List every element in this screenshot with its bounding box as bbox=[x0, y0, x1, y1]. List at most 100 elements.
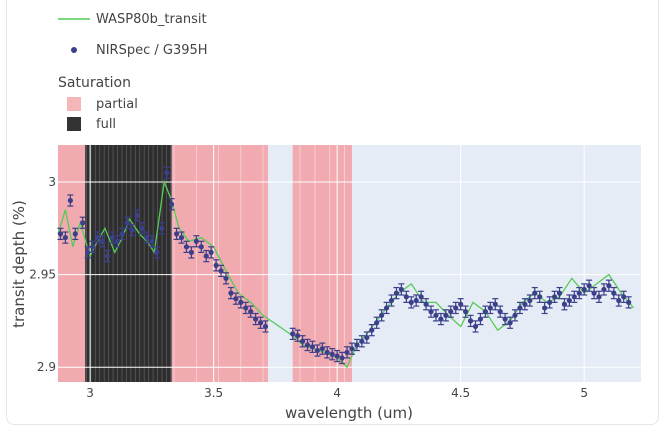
data-point bbox=[114, 235, 121, 248]
data-point bbox=[526, 294, 533, 307]
data-point bbox=[423, 298, 430, 311]
data-point bbox=[143, 231, 150, 244]
data-point bbox=[242, 301, 249, 315]
data-marker bbox=[492, 301, 498, 307]
data-point bbox=[72, 227, 79, 241]
legend-item-transit[interactable]: WASP80b_transit bbox=[96, 12, 207, 27]
data-marker bbox=[532, 290, 538, 296]
data-marker bbox=[134, 212, 140, 218]
data-point bbox=[462, 305, 469, 318]
data-marker bbox=[522, 301, 528, 307]
legend-item-partial[interactable]: partial bbox=[96, 97, 138, 112]
y-tick-label: 3 bbox=[48, 175, 56, 189]
data-point bbox=[84, 246, 91, 259]
data-marker bbox=[309, 344, 316, 350]
data-marker bbox=[571, 294, 577, 300]
data-point bbox=[561, 298, 568, 311]
data-point bbox=[99, 235, 106, 248]
data-point bbox=[418, 290, 425, 303]
x-axis-title: wavelength (um) bbox=[285, 404, 413, 422]
data-marker bbox=[596, 294, 602, 300]
data-marker bbox=[193, 238, 199, 244]
data-point bbox=[507, 316, 514, 329]
data-marker bbox=[418, 294, 424, 300]
data-point bbox=[368, 324, 375, 337]
data-marker bbox=[527, 297, 533, 304]
data-marker bbox=[99, 238, 106, 244]
data-marker bbox=[203, 253, 209, 259]
data-point bbox=[467, 314, 474, 328]
data-point bbox=[521, 298, 528, 311]
data-marker bbox=[586, 283, 592, 289]
data-point bbox=[163, 166, 170, 179]
data-marker bbox=[213, 262, 219, 268]
legend-partial-swatch bbox=[67, 97, 81, 111]
data-marker bbox=[601, 286, 607, 293]
data-point bbox=[222, 272, 229, 285]
data-point bbox=[213, 259, 220, 272]
data-marker bbox=[621, 294, 627, 300]
data-marker bbox=[611, 290, 617, 296]
data-marker bbox=[344, 349, 350, 355]
data-point bbox=[497, 305, 504, 318]
data-marker bbox=[472, 323, 479, 330]
data-point bbox=[183, 240, 190, 253]
gridlines bbox=[58, 145, 641, 382]
data-marker bbox=[388, 297, 395, 304]
data-point bbox=[615, 294, 622, 307]
data-point bbox=[442, 309, 449, 322]
data-point bbox=[551, 290, 558, 303]
data-point bbox=[378, 309, 385, 322]
data-point bbox=[262, 320, 269, 333]
data-point bbox=[247, 305, 254, 318]
data-marker bbox=[364, 334, 370, 341]
data-point bbox=[531, 286, 538, 300]
data-marker bbox=[443, 312, 449, 318]
data-point bbox=[586, 279, 593, 292]
data-marker bbox=[517, 305, 523, 311]
legend-item-nirspec[interactable]: NIRSpec / G395H bbox=[96, 43, 208, 58]
nirspec-marker-series bbox=[57, 166, 632, 365]
data-marker bbox=[339, 355, 345, 361]
x-tick-label: 3 bbox=[86, 386, 94, 400]
data-marker bbox=[537, 294, 543, 300]
legend-item-full[interactable]: full bbox=[96, 117, 117, 132]
data-point bbox=[482, 305, 489, 318]
data-point bbox=[447, 305, 454, 318]
data-point bbox=[324, 346, 331, 359]
data-point bbox=[294, 329, 301, 342]
data-point bbox=[428, 305, 435, 318]
data-marker bbox=[403, 294, 409, 300]
data-marker bbox=[188, 249, 194, 255]
data-point bbox=[512, 309, 519, 322]
data-marker bbox=[428, 309, 434, 315]
data-marker bbox=[433, 312, 439, 318]
data-marker bbox=[502, 316, 508, 322]
data-marker bbox=[173, 231, 180, 237]
data-marker bbox=[576, 290, 582, 296]
data-marker bbox=[218, 268, 224, 274]
data-point bbox=[319, 342, 326, 355]
data-point bbox=[104, 249, 111, 263]
data-point bbox=[492, 298, 499, 311]
data-point bbox=[363, 331, 370, 344]
data-point bbox=[452, 301, 459, 315]
data-marker bbox=[546, 299, 553, 305]
data-marker bbox=[164, 170, 170, 176]
data-point bbox=[353, 338, 360, 352]
data-marker bbox=[379, 312, 385, 318]
data-point bbox=[232, 292, 239, 305]
data-marker bbox=[304, 342, 311, 348]
data-marker bbox=[208, 249, 214, 255]
data-point bbox=[158, 222, 165, 235]
data-point bbox=[252, 312, 259, 326]
data-point bbox=[289, 327, 296, 341]
data-marker bbox=[129, 227, 135, 233]
data-marker bbox=[198, 244, 204, 250]
x-tick-label: 5 bbox=[580, 386, 588, 400]
data-point bbox=[173, 227, 180, 241]
data-marker bbox=[154, 249, 160, 255]
data-marker bbox=[453, 305, 459, 311]
data-point bbox=[600, 283, 607, 296]
